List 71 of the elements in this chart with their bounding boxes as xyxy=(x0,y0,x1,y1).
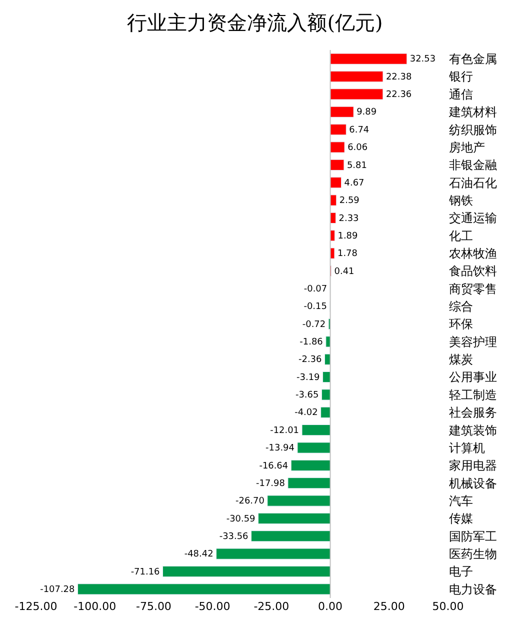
data-label: -30.59 xyxy=(226,514,256,524)
y-tick-label: 家用电器 xyxy=(449,458,497,473)
y-tick-label: 商贸零售 xyxy=(449,282,497,296)
y-tick-label: 美容护理 xyxy=(449,334,497,349)
y-tick-label: 医药生物 xyxy=(449,547,497,562)
data-label: -107.28 xyxy=(40,585,75,596)
y-tick-label: 食品饮料 xyxy=(449,264,497,278)
y-tick-label: 纺织服饰 xyxy=(449,122,497,137)
data-label: -0.15 xyxy=(304,302,327,312)
data-label: -1.86 xyxy=(300,338,324,348)
y-tick-label: 化工 xyxy=(449,228,473,243)
data-label: 22.38 xyxy=(386,72,412,82)
data-label: -12.01 xyxy=(270,426,299,436)
data-label: 9.89 xyxy=(356,108,377,118)
y-tick-label: 计算机 xyxy=(449,440,485,455)
y-tick-label: 传媒 xyxy=(449,512,473,526)
x-tick-label: 0.00 xyxy=(318,600,343,613)
y-tick-label: 通信 xyxy=(449,87,473,102)
y-tick-label: 环保 xyxy=(449,317,473,332)
data-label: -2.36 xyxy=(298,355,322,366)
y-tick-label: 银行 xyxy=(448,70,473,84)
y-tick-label: 钢铁 xyxy=(448,193,473,208)
data-label: -3.19 xyxy=(296,372,320,383)
y-tick-label: 煤炭 xyxy=(449,352,473,367)
y-tick-label: 社会服务 xyxy=(449,406,497,420)
data-label: 5.81 xyxy=(346,160,367,171)
data-label: -71.16 xyxy=(130,567,160,578)
data-label: -13.94 xyxy=(266,444,295,454)
y-tick-label: 电力设备 xyxy=(449,582,497,596)
y-tick-label: 有色金属 xyxy=(449,52,497,66)
data-label: -26.70 xyxy=(235,496,265,507)
y-tick-label: 电子 xyxy=(449,564,473,579)
data-label: 6.06 xyxy=(348,143,368,154)
x-tick-label: 25.00 xyxy=(373,600,405,613)
data-label: -16.64 xyxy=(259,461,288,472)
data-label: -4.02 xyxy=(294,408,318,418)
y-tick-label: 交通运输 xyxy=(449,211,497,226)
data-label: 1.78 xyxy=(338,249,358,260)
y-tick-label: 机械设备 xyxy=(449,476,497,490)
x-tick-label: -75.00 xyxy=(136,600,172,613)
data-label: -33.56 xyxy=(219,532,249,542)
y-tick-label: 建筑装饰 xyxy=(448,423,497,438)
y-tick-label: 公用事业 xyxy=(449,370,497,384)
data-label: 32.53 xyxy=(410,54,436,65)
data-label: 0.41 xyxy=(334,266,354,277)
y-tick-label: 非银金融 xyxy=(449,158,497,172)
x-tick-label: -125.00 xyxy=(14,600,58,613)
data-label: 2.33 xyxy=(338,214,359,224)
y-tick-label: 国防军工 xyxy=(449,529,497,544)
x-tick-label: -25.00 xyxy=(254,600,290,613)
chart-title: 行业主力资金净流入额(亿元) xyxy=(127,10,383,35)
data-label: -0.72 xyxy=(302,320,326,330)
x-tick-label: 50.00 xyxy=(432,600,464,613)
y-tick-label: 轻工制造 xyxy=(449,388,497,402)
y-tick-label: 综合 xyxy=(449,300,473,314)
x-tick-label: -50.00 xyxy=(194,600,230,613)
data-label: 6.74 xyxy=(349,125,370,136)
data-label: -3.65 xyxy=(296,390,319,401)
data-label: 4.67 xyxy=(344,178,364,188)
data-label: 22.36 xyxy=(386,90,412,100)
y-tick-label: 建筑材料 xyxy=(448,105,497,120)
y-tick-label: 房地产 xyxy=(449,140,485,154)
data-label: 2.59 xyxy=(339,196,360,206)
data-label: -17.98 xyxy=(256,478,286,489)
y-tick-label: 汽车 xyxy=(449,494,473,508)
x-tick-label: -100.00 xyxy=(74,600,116,613)
data-label: -48.42 xyxy=(184,550,214,560)
y-tick-label: 农林牧渔 xyxy=(449,246,497,260)
data-label: -0.07 xyxy=(304,284,328,294)
y-tick-label: 石油石化 xyxy=(449,176,497,190)
data-label: 1.89 xyxy=(338,231,358,242)
